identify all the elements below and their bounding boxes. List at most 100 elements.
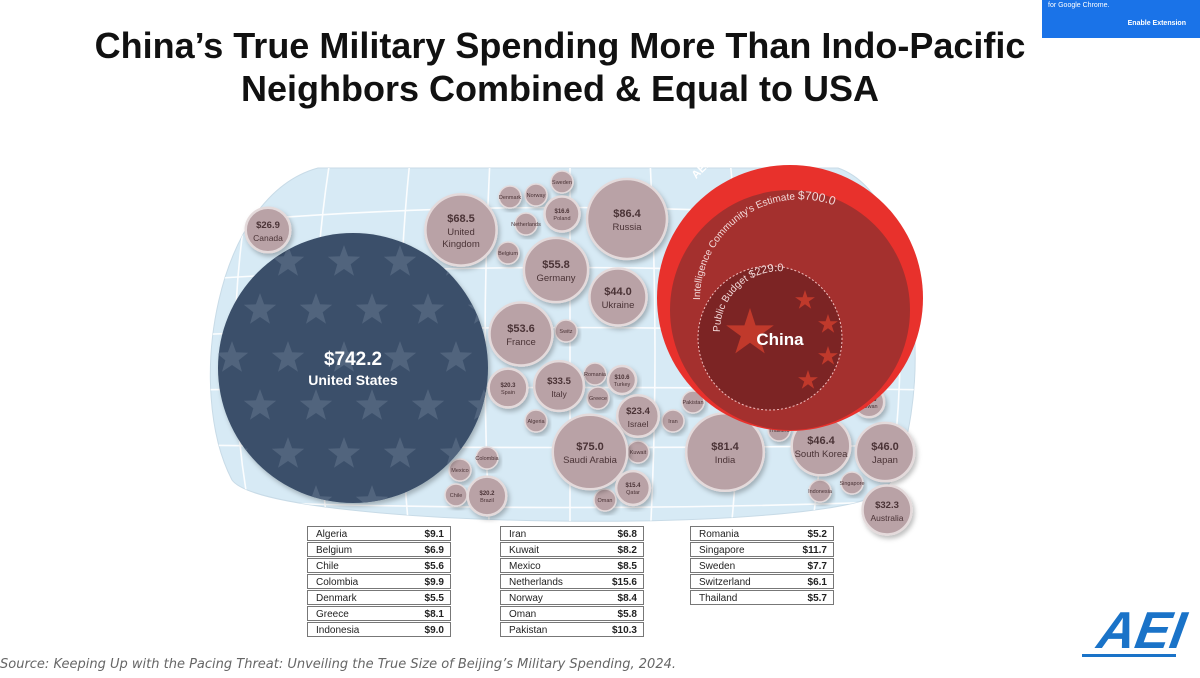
legend-row-pakistan: Pakistan $10.3 (500, 622, 644, 637)
legend-row-switzerland: Switzerland $6.1 (690, 574, 834, 589)
bubble-label-denmark: Denmark (499, 195, 522, 201)
usa-star-icon (327, 341, 361, 372)
bubble-label-pakistan: Pakistan (682, 400, 703, 406)
bubble-iran: Iran (661, 409, 685, 433)
bubble-name-australia: Australia (870, 513, 903, 523)
bubble-sweden: Sweden (550, 170, 574, 194)
legend-value: $6.1 (807, 577, 827, 588)
bubble-name-india: India (715, 455, 736, 466)
bubble-algeria: Algeria (524, 409, 548, 433)
legend-row-thailand: Thailand $5.7 (690, 590, 834, 605)
bubble-value-saudi-arabia: $75.0 (576, 441, 604, 453)
bubble-label-kuwait: Kuwait (630, 450, 647, 456)
bubble-chile: Chile (444, 483, 468, 507)
legend-value: $15.6 (611, 577, 637, 588)
bubble-canada: $26.9 Canada (244, 206, 292, 254)
legend-country: Sweden (699, 561, 736, 572)
bubble-value-poland: $16.6 (554, 209, 570, 215)
bubble-ukraine: $44.0 Ukraine (588, 267, 648, 327)
aei-logo: AEI (1082, 602, 1192, 660)
enable-extension-button[interactable]: Enable Extension (1127, 20, 1186, 27)
bubble-circle (583, 362, 607, 386)
legend-country: Romania (699, 529, 740, 540)
bubble-circle (615, 393, 661, 439)
legend-table-1: Algeria $9.1 Belgium $6.9 Chile $5.6 Colombia $… (307, 526, 451, 638)
bubble-name-qatar: Qatar (626, 490, 640, 496)
bubble-value-japan: $46.0 (871, 441, 899, 453)
legend-value: $5.8 (617, 609, 637, 620)
china-small-star-icon (818, 346, 838, 365)
bubble-name-united-kingdom-2: Kingdom (442, 239, 480, 250)
country-bubbles: Norway Sweden Denmark Netherlands Belgium Swi… (218, 170, 916, 536)
usa-star-icon (271, 437, 305, 468)
legend-country: Chile (316, 561, 339, 572)
bubble-name-germany: Germany (536, 273, 575, 284)
usa-star-icon (299, 389, 333, 420)
bubble-label-norway: Norway (527, 193, 546, 199)
bubble-value-spain: $20.3 (500, 383, 516, 389)
legend-country: Oman (509, 609, 537, 620)
bubble-united-states: $742.2 United States (218, 233, 488, 503)
legend-country: Colombia (316, 577, 359, 588)
usa-star-icon (439, 437, 473, 468)
china-aei-estimate-value: $710.6 (761, 124, 807, 143)
bubble-name-canada: Canada (253, 233, 283, 243)
bubble-pakistan: Pakistan (681, 390, 705, 414)
bubble-germany: $55.8 Germany (522, 236, 590, 304)
usa-star-icon (218, 341, 249, 372)
bubble-value-india: $81.4 (711, 441, 739, 453)
legend-row-romania: Romania $5.2 (690, 526, 834, 541)
banner-message: for Google Chrome. (1048, 2, 1110, 9)
bubble-label-romania: Romania (584, 372, 607, 378)
bubble-label-singapore: Singapore (839, 481, 864, 487)
source-caption: Source: Keeping Up with the Pacing Threa… (0, 657, 676, 672)
bubble-name-poland: Poland (553, 216, 570, 222)
bubble-mexico: Mexico (448, 458, 472, 482)
bubble-value-australia: $32.3 (875, 500, 899, 511)
legend-country: Singapore (699, 545, 745, 556)
bubble-value-south-korea: $46.4 (807, 435, 835, 447)
bubble-circle (661, 409, 685, 433)
bubble-circle (588, 267, 648, 327)
legend-row-indonesia: Indonesia $9.0 (307, 622, 451, 637)
bubble-circle (554, 319, 578, 343)
legend-value: $8.2 (617, 545, 637, 556)
bubble-israel: $23.4 Israel (615, 393, 661, 439)
bubble-france: $53.6 France (488, 301, 554, 367)
legend-value: $5.6 (424, 561, 444, 572)
usa-star-icon (411, 389, 445, 420)
legend-country: Iran (509, 529, 527, 540)
usa-star-icon (271, 341, 305, 372)
usa-star-icon (327, 245, 361, 276)
bubble-value-france: $53.6 (507, 323, 535, 335)
bubble-circle (551, 413, 629, 491)
bubble-label-chile: Chile (450, 493, 463, 499)
china-bubble: China AEI's Estimate $710.6 Intelligence… (657, 124, 923, 431)
legend-row-netherlands: Netherlands $15.6 (500, 574, 644, 589)
bubble-name-ukraine: Ukraine (602, 300, 635, 311)
legend-value: $8.4 (617, 593, 637, 604)
bubble-label-sweden: Sweden (552, 180, 572, 186)
bubble-circle (522, 236, 590, 304)
bubble-value-turkey: $10.6 (614, 375, 630, 381)
bubble-australia: $32.3 Australia (861, 484, 913, 536)
bubble-label-iran: Iran (668, 419, 677, 425)
bubble-label-oman: Oman (598, 498, 613, 504)
title-line-2: Neighbors Combined & Equal to USA (240, 68, 879, 109)
legend-row-norway: Norway $8.4 (500, 590, 644, 605)
bubble-name-russia: Russia (612, 222, 642, 233)
bubble-label-thailand: Thailand (768, 428, 789, 434)
bubble-circle (498, 185, 522, 209)
bubble-name-united-states: United States (308, 372, 398, 388)
legend-country: Thailand (699, 593, 738, 604)
legend-country: Algeria (316, 529, 348, 540)
usa-star-icon (383, 245, 417, 276)
usa-star-icon (439, 341, 473, 372)
bubble-value-qatar: $15.4 (625, 483, 641, 489)
bubble-value-united-kingdom: $68.5 (447, 213, 475, 225)
bubble-italy: $33.5 Italy (532, 359, 586, 413)
